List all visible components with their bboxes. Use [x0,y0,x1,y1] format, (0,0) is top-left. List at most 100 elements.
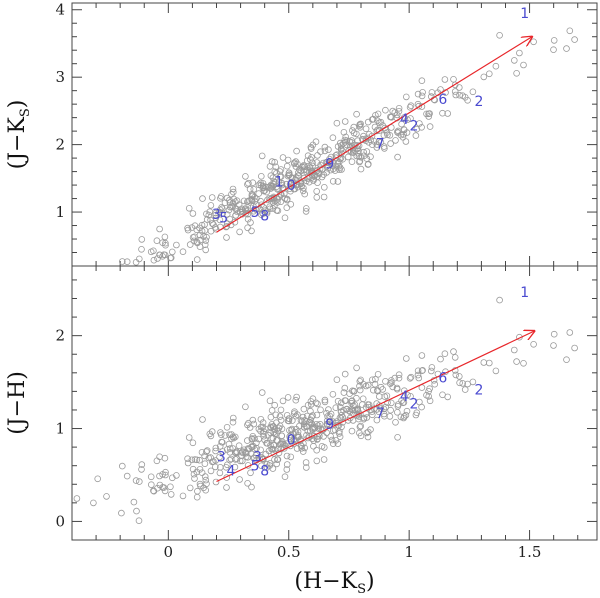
scatter-point [423,110,430,118]
scatter-point [327,433,335,440]
scatter-point [229,418,237,426]
labeled-point: 5 [251,459,260,475]
scatter-point [414,90,422,98]
scatter-point [451,81,459,89]
scatter-point [293,445,301,452]
scatter-point [530,38,537,46]
scatter-point [316,165,324,173]
scatter-point [444,110,452,117]
scatter-point [391,374,399,382]
scatter-point [356,382,363,390]
scatter-point [285,415,293,423]
scatter-point [313,411,321,419]
scatter-point [271,202,278,209]
scatter-point [384,399,391,407]
scatter-point [230,188,237,196]
scatter-point [276,173,284,180]
scatter-point [197,482,204,490]
scatter-point [280,441,288,448]
scatter-point [414,367,422,375]
scatter-point [303,157,311,165]
scatter-point [313,457,321,465]
scatter-point [379,386,387,393]
scatter-point [223,423,231,431]
labeled-point: 6 [438,370,447,386]
scatter-point [270,429,278,436]
scatter-point [207,202,215,209]
y-tick-label: 4 [55,1,65,19]
scatter-point [300,174,308,182]
scatter-point [334,440,342,448]
scatter-point [273,170,280,177]
scatter-point [216,216,224,224]
scatter-point [266,163,274,170]
scatter-point [415,374,423,382]
scatter-point [184,226,192,234]
scatter-point [291,159,298,167]
scatter-point [257,197,264,205]
scatter-point [167,483,174,491]
scatter-point [357,422,365,430]
scatter-point [329,390,337,398]
scatter-point [229,202,237,210]
scatter-point [321,147,329,155]
scatter-point [379,122,387,129]
scatter-point [334,178,342,185]
scatter-point [229,185,237,193]
scatter-point [294,169,302,177]
scatter-point [216,453,223,461]
scatter-point [343,405,351,413]
scatter-point [283,196,291,204]
scatter-point [391,109,399,116]
scatter-point [230,414,237,422]
scatter-point [201,452,208,460]
scatter-point [268,421,276,428]
scatter-point [136,478,143,485]
scatter-point [138,466,145,473]
scatter-point [404,391,411,399]
scatter-point [264,196,271,204]
scatter-point [203,233,210,241]
scatter-point [226,215,234,223]
scatter-point [212,225,220,233]
scatter-point [362,125,370,133]
scatter-point [337,399,345,407]
scatter-point [294,183,302,191]
scatter-point [219,210,226,218]
scatter-point [103,493,110,500]
scatter-point [340,139,347,147]
scatter-point [259,430,267,437]
scatter-point [219,448,226,455]
scatter-point [400,399,408,406]
labeled-point: 1 [520,285,529,301]
scatter-point [373,416,381,424]
scatter-point [250,420,258,428]
labeled-point: 7 [376,136,385,152]
scatter-point [203,480,210,488]
scatter-point [156,225,163,233]
scatter-point [169,248,176,256]
scatter-point [150,256,158,264]
scatter-point [407,373,415,381]
scatter-point [452,91,460,99]
scatter-point [426,123,434,130]
scatter-point [274,207,282,215]
scatter-point [123,258,131,266]
scatter-point [279,397,287,405]
scatter-point [240,197,248,205]
scatter-point [402,138,410,145]
scatter-point [418,352,426,359]
scatter-point [520,359,527,367]
scatter-point [245,179,252,187]
scatter-point [363,414,371,421]
scatter-point [276,413,284,420]
scatter-point [368,411,376,419]
scatter-point [226,445,234,452]
scatter-point [123,472,131,480]
scatter-point [229,433,237,441]
scatter-point [407,115,414,122]
scatter-point [233,197,241,205]
scatter-point [413,409,421,417]
scatter-point [416,398,423,406]
